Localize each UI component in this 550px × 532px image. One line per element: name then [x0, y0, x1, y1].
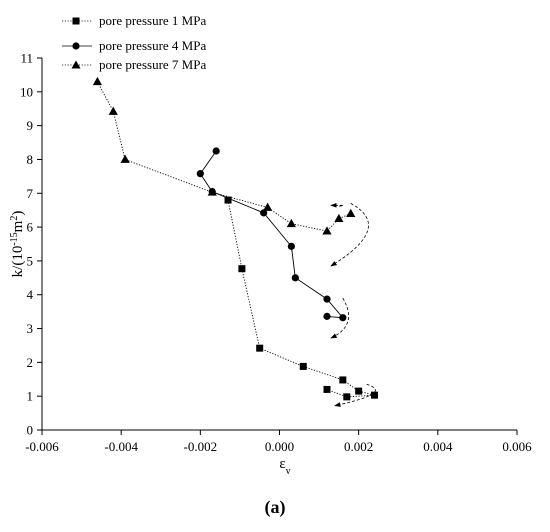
- x-tick-label: 0.000: [265, 439, 294, 454]
- ylabel-end: ): [10, 211, 26, 216]
- legend-label-4mpa: pore pressure 4 MPa: [99, 38, 206, 53]
- ylabel-main: k/(10: [10, 246, 26, 278]
- data-point-circle: [323, 295, 331, 303]
- xlabel-sub: v: [286, 466, 291, 477]
- series-3: [92, 76, 356, 235]
- x-tick-label: 0.006: [502, 439, 532, 454]
- data-point-circle: [339, 314, 347, 322]
- axes-group: -0.006 -0.004 -0.002 0.000 0.002 0.004 0.006 0 1…: [20, 51, 532, 455]
- data-point-circle: [260, 209, 268, 217]
- legend: pore pressure 1 MPa pore pressure 4 MPa …: [62, 13, 206, 72]
- data-point-triangle: [92, 76, 103, 86]
- data-point-square: [355, 387, 363, 395]
- legend-marker-circle: [72, 42, 80, 50]
- series-line: [227, 199, 375, 398]
- data-point-square: [343, 393, 351, 401]
- y-tick-label: 9: [27, 118, 34, 133]
- y-tick-label: 2: [27, 355, 34, 370]
- series-line: [97, 81, 351, 232]
- legend-marker-square: [72, 17, 80, 25]
- data-point-circle: [287, 242, 295, 250]
- annotation-arrows: [330, 202, 376, 407]
- y-axis-label: k/(10-15m2): [9, 211, 27, 278]
- data-point-triangle: [207, 187, 217, 196]
- legend-item-4mpa: pore pressure 4 MPa: [62, 38, 206, 53]
- annotation-arrow: [330, 202, 344, 208]
- data-point-triangle: [322, 226, 332, 235]
- x-tick-label: -0.004: [104, 439, 138, 454]
- annotation-arrow: [330, 203, 369, 267]
- data-point-triangle: [120, 154, 130, 163]
- y-tick-label: 11: [20, 51, 33, 66]
- data-point-square: [323, 385, 331, 393]
- data-point-square: [238, 265, 246, 273]
- caption-text: (a): [264, 497, 286, 517]
- ylabel-mid: m: [10, 220, 26, 232]
- data-point-triangle: [108, 106, 118, 115]
- data-point-square: [339, 376, 347, 384]
- y-tick-label: 8: [27, 152, 34, 167]
- y-tick-label: 5: [27, 253, 34, 268]
- data-point-circle: [323, 312, 331, 320]
- data-point-square: [256, 344, 264, 352]
- x-tick-label: 0.002: [344, 439, 373, 454]
- legend-item-7mpa: pore pressure 7 MPa: [62, 57, 206, 72]
- ylabel-sup2: 2: [9, 216, 20, 221]
- xlabel-main: ε: [279, 456, 285, 472]
- figure-caption: (a): [0, 497, 550, 518]
- y-tick-label: 1: [27, 389, 34, 404]
- permeability-strain-chart: -0.006 -0.004 -0.002 0.000 0.002 0.004 0.006 0 1…: [9, 13, 533, 477]
- data-point-triangle: [346, 208, 356, 217]
- series-line: [199, 150, 344, 319]
- y-tick-label: 0: [27, 423, 34, 438]
- data-point-square: [371, 391, 378, 399]
- legend-item-1mpa: pore pressure 1 MPa: [62, 13, 206, 28]
- ylabel-sup1: -15: [9, 232, 20, 245]
- annotation-arrow: [334, 383, 376, 407]
- data-point-triangle: [334, 213, 344, 223]
- y-tick-label: 6: [27, 220, 34, 235]
- data-point-triangle: [286, 218, 296, 228]
- data-point-circle: [212, 147, 220, 155]
- y-tick-label: 7: [27, 186, 34, 201]
- series-layer: [92, 76, 378, 401]
- x-tick-label: -0.002: [184, 439, 218, 454]
- series-1: [224, 196, 378, 401]
- y-tick-label: 10: [20, 84, 33, 99]
- x-tick-label: 0.004: [423, 439, 453, 454]
- data-point-circle: [196, 170, 204, 178]
- x-tick-label: -0.006: [25, 439, 59, 454]
- legend-marker-triangle: [71, 60, 81, 69]
- x-axis-label: εv: [279, 456, 290, 477]
- data-point-square: [299, 362, 307, 370]
- data-point-circle: [291, 274, 299, 282]
- data-point-square: [224, 196, 232, 204]
- y-tick-label: 4: [27, 287, 34, 302]
- legend-label-7mpa: pore pressure 7 MPa: [99, 57, 206, 72]
- legend-label-1mpa: pore pressure 1 MPa: [99, 13, 206, 28]
- y-tick-label: 3: [27, 321, 34, 336]
- data-point-triangle: [263, 202, 273, 211]
